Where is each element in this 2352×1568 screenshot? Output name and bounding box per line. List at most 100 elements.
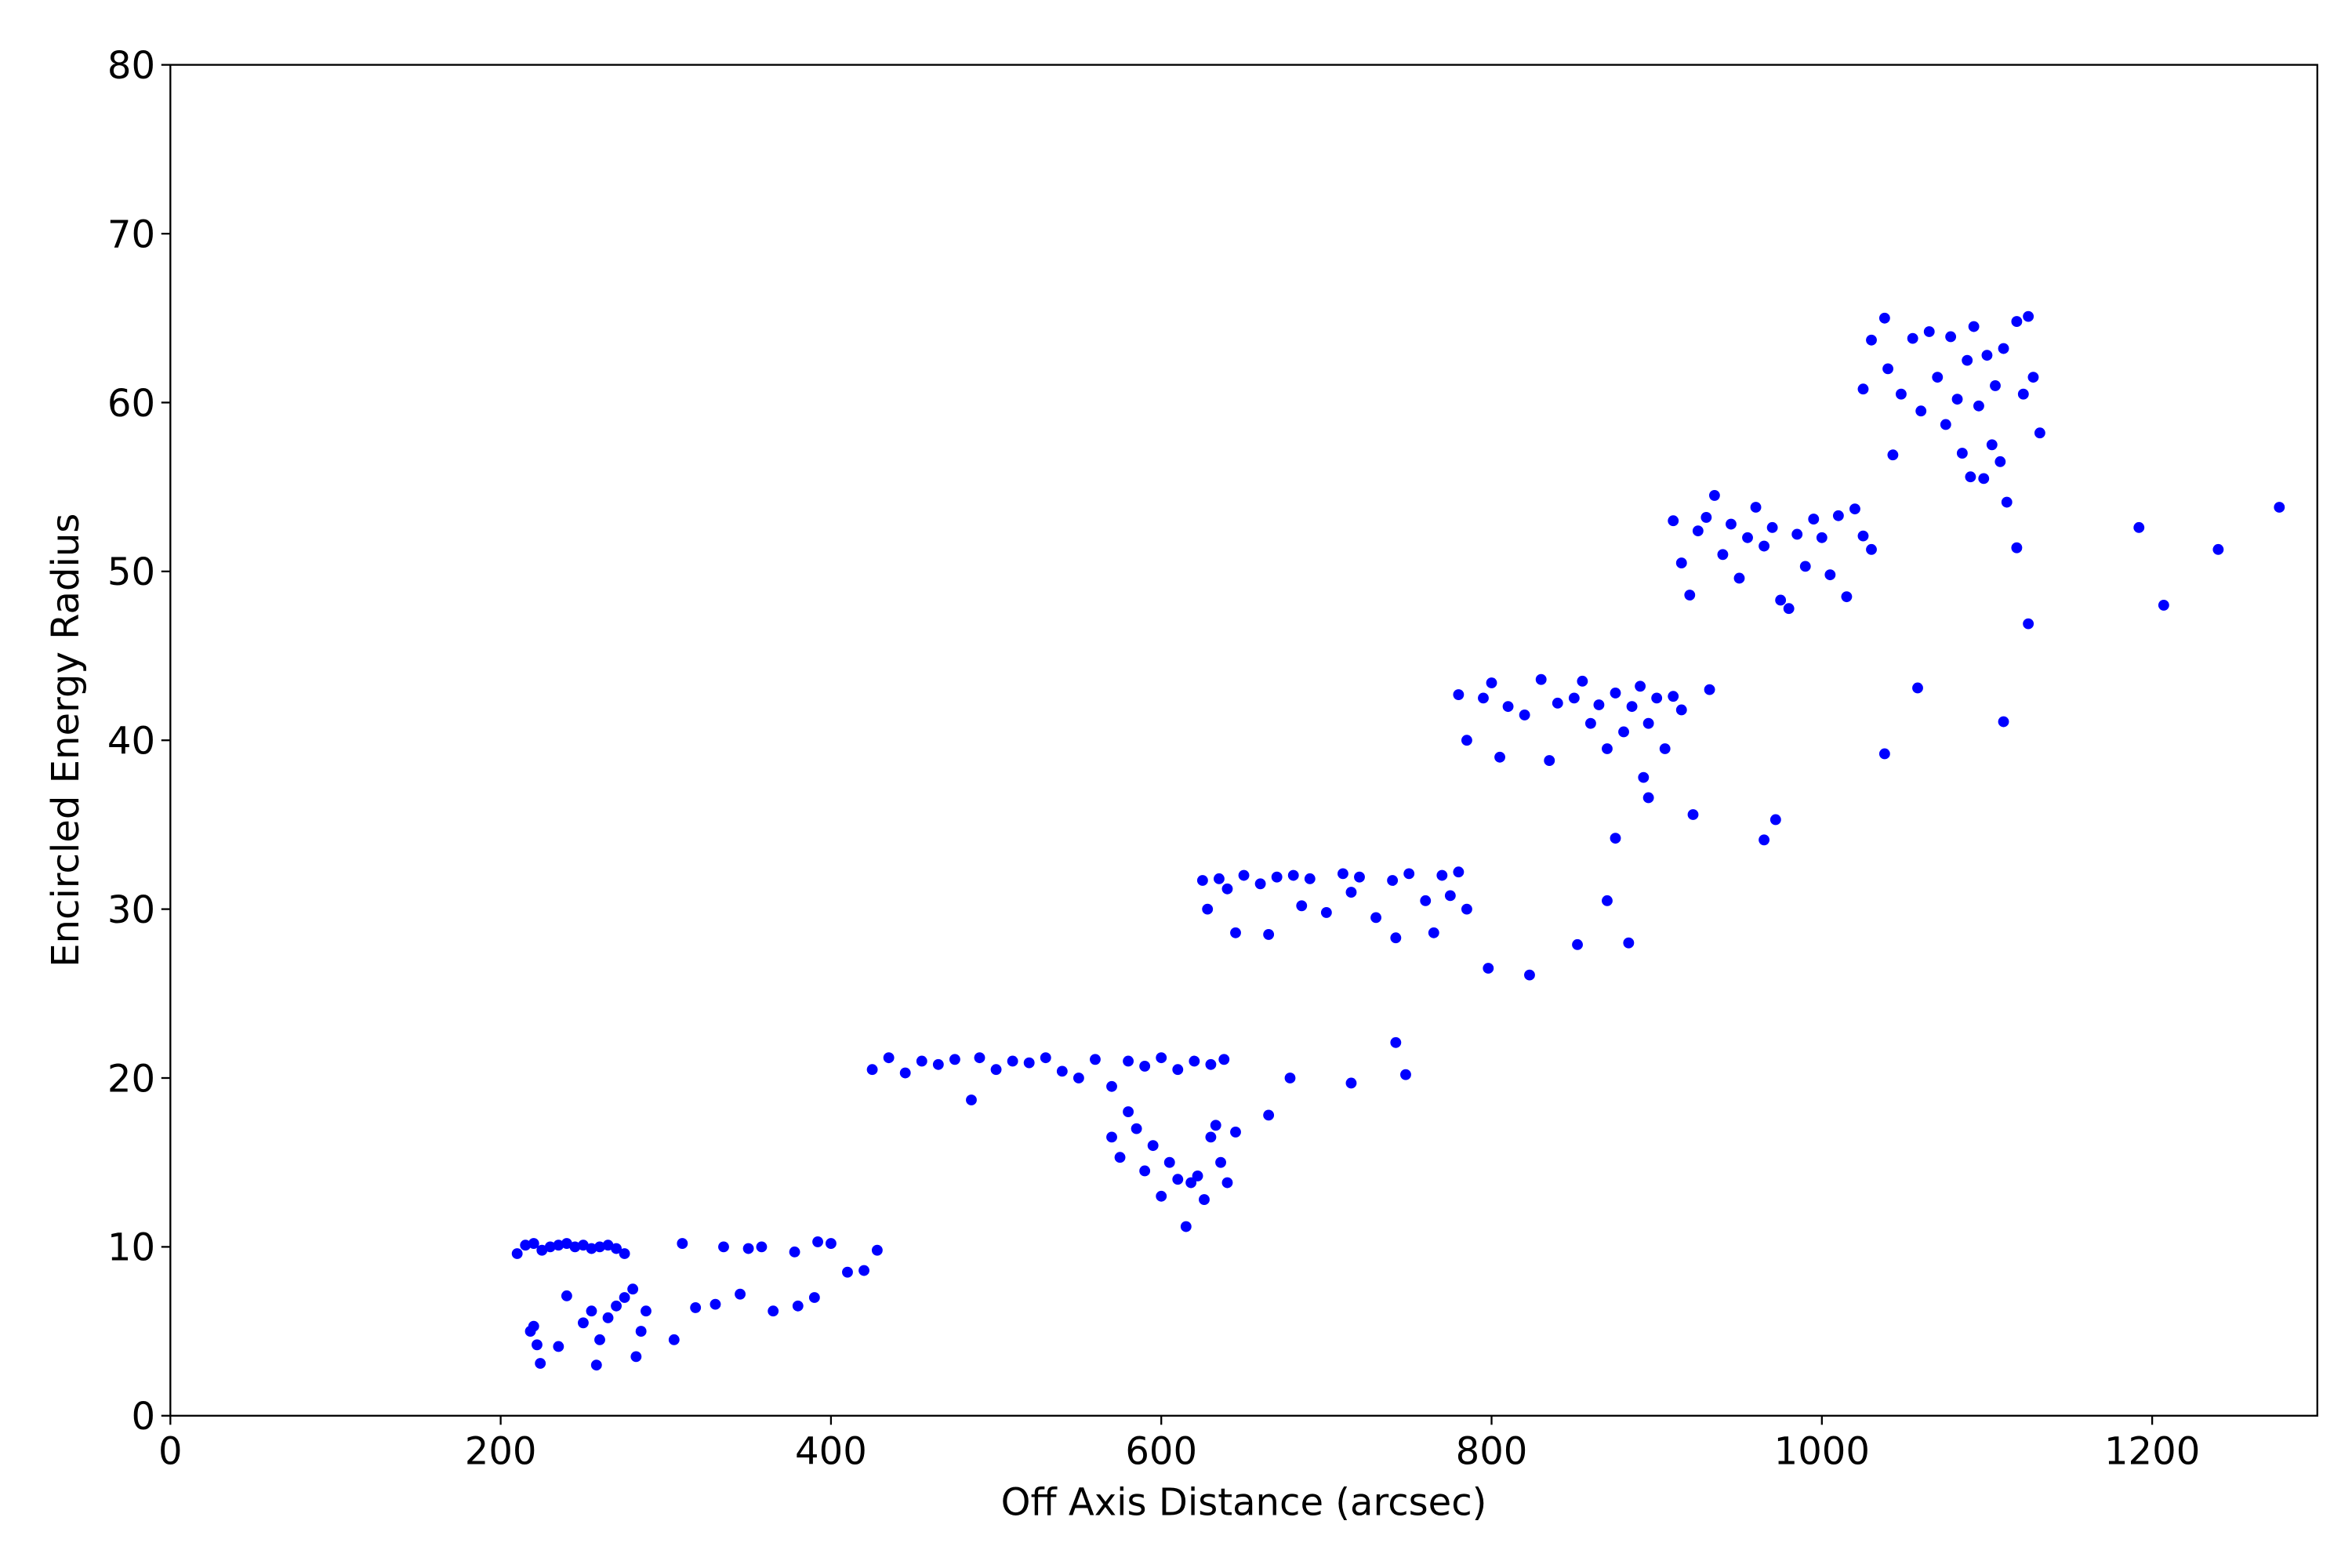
scatter-point [1887, 449, 1899, 461]
scatter-point [974, 1052, 985, 1064]
scatter-point [1857, 383, 1869, 395]
scatter-point [630, 1351, 642, 1363]
scatter-point [1832, 510, 1844, 521]
scatter-point [1478, 692, 1489, 704]
x-tick-label: 200 [465, 1429, 537, 1473]
scatter-point [1444, 890, 1456, 902]
scatter-point [569, 1241, 581, 1253]
scatter-point [1626, 701, 1638, 713]
scatter-point [1978, 473, 1990, 485]
scatter-point [578, 1240, 589, 1251]
scatter-point [690, 1302, 702, 1313]
scatter-point [1199, 1194, 1210, 1206]
scatter-point [668, 1334, 680, 1345]
scatter-point [808, 1292, 820, 1303]
scatter-point [2212, 543, 2224, 555]
scatter-point [2023, 618, 2034, 630]
scatter-point [1998, 343, 2009, 354]
scatter-point [1189, 1055, 1200, 1067]
scatter-point [1461, 735, 1472, 746]
scatter-point [1733, 572, 1745, 584]
scatter-point [602, 1312, 614, 1323]
scatter-point [1390, 932, 1402, 944]
scatter-point [1808, 514, 1820, 524]
scatter-point [2027, 372, 2039, 383]
scatter-point [532, 1339, 543, 1351]
scatter-point [949, 1054, 960, 1065]
scatter-point [1494, 751, 1505, 763]
scatter-point [2017, 388, 2029, 400]
scatter-point [1354, 871, 1365, 883]
scatter-point [2158, 600, 2169, 611]
scatter-point [1263, 1109, 1275, 1121]
scatter-point [883, 1052, 895, 1064]
scatter-point [1593, 699, 1605, 710]
scatter-point [1940, 419, 1951, 430]
scatter-point [899, 1067, 911, 1079]
scatter-point [1841, 591, 1853, 603]
scatter-point [1990, 380, 2001, 391]
scatter-point [1742, 532, 1753, 543]
y-axis-label: Encircled Energy Radius [44, 514, 88, 967]
y-tick-label: 80 [107, 44, 155, 88]
scatter-point [1945, 331, 1957, 343]
scatter-point [1769, 814, 1781, 826]
scatter-point [1544, 755, 1555, 766]
x-tick-label: 600 [1125, 1429, 1197, 1473]
scatter-point [1196, 875, 1208, 886]
scatter-point [1878, 748, 1890, 760]
scatter-point [1114, 1152, 1126, 1163]
scatter-point [1106, 1080, 1117, 1092]
scatter-point [1461, 903, 1472, 915]
scatter-point [1896, 388, 1907, 400]
scatter-point [2034, 427, 2045, 439]
scatter-point [1073, 1073, 1084, 1083]
scatter-point [1192, 1171, 1203, 1181]
scatter-point [1717, 549, 1729, 561]
scatter-point [866, 1064, 878, 1076]
scatter-point [1345, 887, 1357, 898]
scatter-point [871, 1244, 883, 1256]
scatter-point [1271, 871, 1283, 883]
scatter-point [1221, 1177, 1233, 1189]
scatter-point [1156, 1052, 1167, 1064]
scatter-point [1857, 530, 1869, 542]
scatter-point [1263, 929, 1275, 940]
scatter-point [619, 1292, 630, 1303]
scatter-point [1056, 1065, 1068, 1077]
scatter-point [594, 1334, 605, 1345]
y-tick-label: 10 [107, 1226, 155, 1270]
scatter-point [1965, 471, 1976, 483]
scatter-point [1519, 710, 1530, 720]
scatter-point [990, 1064, 1002, 1076]
scatter-point [1106, 1131, 1117, 1143]
scatter-point [561, 1290, 572, 1301]
scatter-point [1708, 490, 1720, 501]
scatter-point [535, 1358, 546, 1369]
y-tick-label: 40 [107, 720, 155, 764]
scatter-point [1968, 321, 1980, 332]
scatter-point [511, 1248, 523, 1259]
scatter-point [1040, 1052, 1051, 1064]
x-tick-label: 0 [158, 1429, 183, 1473]
scatter-point [1123, 1106, 1134, 1118]
scatter-point [932, 1058, 944, 1070]
scatter-point [1907, 332, 1918, 344]
scatter-point [1878, 312, 1890, 324]
scatter-point [1400, 1069, 1411, 1080]
scatter-point [1215, 1156, 1226, 1168]
scatter-point [1483, 963, 1494, 974]
scatter-point [1453, 866, 1465, 878]
scatter-point [1932, 372, 1944, 383]
scatter-point [677, 1238, 688, 1250]
scatter-point [544, 1241, 556, 1253]
scatter-point [742, 1243, 754, 1254]
scatter-point [1998, 716, 2009, 728]
scatter-point [1428, 927, 1439, 938]
scatter-point [641, 1305, 652, 1317]
scatter-point [1684, 590, 1696, 601]
scatter-point [1783, 603, 1795, 615]
scatter-point [1668, 691, 1679, 702]
scatter-point [2023, 310, 2034, 322]
